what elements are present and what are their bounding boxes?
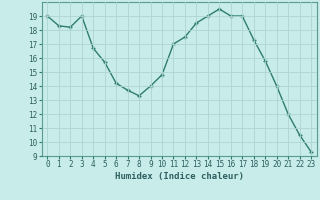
X-axis label: Humidex (Indice chaleur): Humidex (Indice chaleur) — [115, 172, 244, 181]
